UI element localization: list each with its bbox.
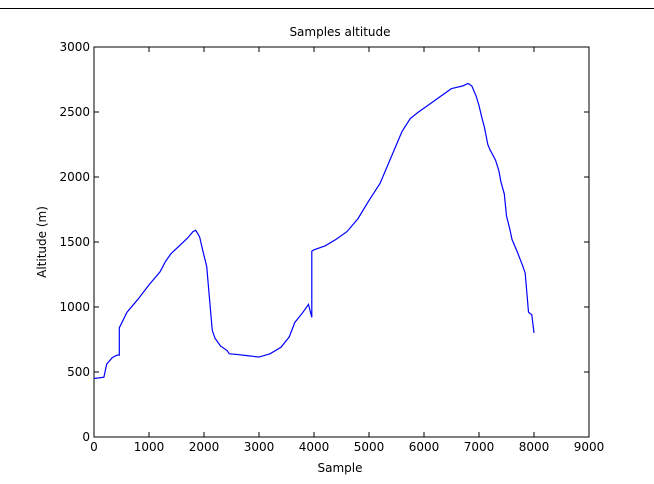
y-tick-label: 500: [67, 365, 90, 379]
x-tick-label: 9000: [574, 440, 605, 454]
y-tick-label: 1500: [59, 235, 90, 249]
y-tick-label: 1000: [59, 300, 90, 314]
y-axis: 0 500 1000 1500 2000 2500 3000: [59, 40, 589, 444]
x-tick-label: 2000: [189, 440, 220, 454]
y-tick-label: 0: [82, 430, 90, 444]
x-tick-label: 3000: [244, 440, 275, 454]
top-rule: [0, 8, 654, 9]
chart-title: Samples altitude: [289, 25, 390, 39]
x-axis: 0 1000 2000 3000 4000 5000 6000 7000 8000 9000: [90, 47, 604, 454]
x-tick-label: 4000: [299, 440, 330, 454]
x-tick-label: 0: [90, 440, 98, 454]
x-tick-label: 7000: [464, 440, 495, 454]
y-tick-label: 3000: [59, 40, 90, 54]
plot-area: [93, 46, 590, 438]
x-tick-label: 5000: [354, 440, 385, 454]
y-tick-label: 2000: [59, 170, 90, 184]
x-tick-label: 6000: [409, 440, 440, 454]
x-axis-label: Sample: [318, 461, 363, 475]
series-line: [93, 82, 535, 380]
y-tick-label: 2500: [59, 105, 90, 119]
x-tick-label: 1000: [134, 440, 165, 454]
x-tick-label: 8000: [519, 440, 550, 454]
y-axis-label: Altitude (m): [35, 206, 49, 278]
